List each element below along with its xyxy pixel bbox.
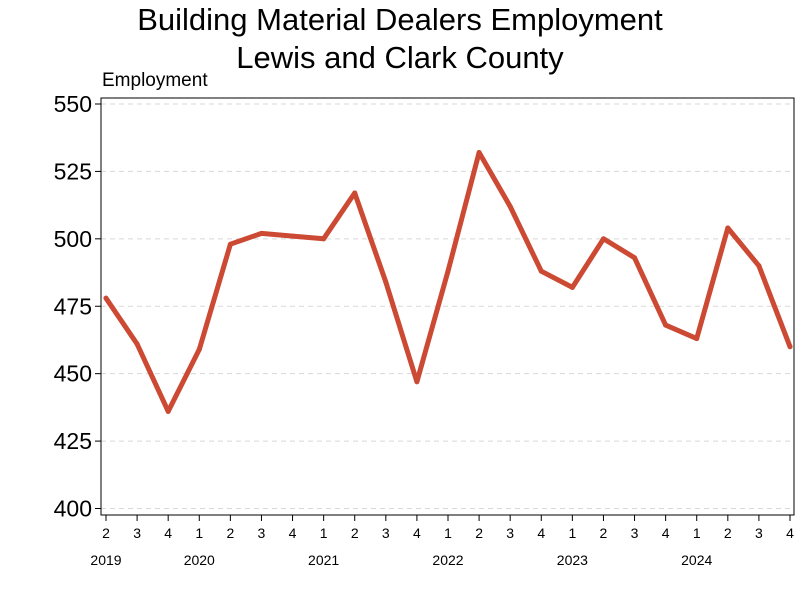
x-tick-label: 2 — [475, 525, 483, 541]
data-point — [290, 233, 296, 239]
data-point — [725, 225, 731, 231]
data-point — [507, 203, 513, 209]
y-tick-label: 550 — [54, 91, 92, 117]
x-tick-label: 4 — [662, 525, 670, 541]
x-year-label: 2023 — [557, 552, 588, 568]
y-tick-label: 500 — [54, 226, 92, 252]
x-tick-label: 2 — [226, 525, 234, 541]
y-tick-label: 525 — [54, 158, 92, 184]
data-point — [134, 341, 140, 347]
data-point — [352, 190, 358, 196]
x-tick-label: 3 — [631, 525, 639, 541]
x-year-label: 2019 — [90, 552, 121, 568]
data-point — [227, 241, 233, 247]
data-point — [165, 408, 171, 414]
x-tick-label: 3 — [258, 525, 266, 541]
chart-title-line1: Building Material Dealers Employment — [137, 2, 663, 37]
data-point — [321, 236, 327, 242]
data-point — [103, 295, 109, 301]
data-point — [196, 346, 202, 352]
series-line — [103, 150, 793, 414]
x-year-label: 2022 — [432, 552, 463, 568]
x-tick-label: 4 — [786, 525, 794, 541]
grid — [101, 103, 794, 509]
data-point — [414, 379, 420, 385]
x-tick-label: 3 — [506, 525, 514, 541]
x-tick-label: 3 — [133, 525, 141, 541]
x-tick-label: 1 — [444, 525, 452, 541]
data-point — [258, 230, 264, 236]
y-tick-label: 400 — [54, 496, 92, 522]
data-point — [663, 322, 669, 328]
y-tick-label: 425 — [54, 428, 92, 454]
data-point — [476, 150, 482, 156]
x-tick-label: 1 — [568, 525, 576, 541]
series — [103, 150, 793, 414]
x-tick-label: 4 — [537, 525, 545, 541]
x-tick-label: 4 — [164, 525, 172, 541]
x-tick-label: 4 — [413, 525, 421, 541]
x-tick-label: 2 — [102, 525, 110, 541]
x-tick-label: 2 — [724, 525, 732, 541]
x-axis: 2 3 4 1 2 3 4 1 2 3 4 1 2 3 4 1 2 3 4 1 2 3 4 — [102, 515, 794, 541]
chart-title-line2: Lewis and Clark County — [236, 40, 564, 75]
data-point — [538, 268, 544, 274]
data-point — [600, 236, 606, 242]
data-point — [569, 284, 575, 290]
x-tick-label: 1 — [693, 525, 701, 541]
x-tick-label: 2 — [351, 525, 359, 541]
y-axis-label: Employment — [102, 70, 208, 91]
data-point — [694, 336, 700, 342]
data-point — [787, 344, 793, 350]
x-year-label: 2020 — [184, 552, 215, 568]
y-tick-label: 475 — [54, 293, 92, 319]
x-tick-label: 1 — [195, 525, 203, 541]
x-tick-label: 2 — [600, 525, 608, 541]
x-axis-years: 2019 2020 2021 2022 2023 2024 — [90, 552, 712, 568]
x-tick-label: 3 — [382, 525, 390, 541]
data-point — [383, 279, 389, 285]
y-tick-label: 450 — [54, 361, 92, 387]
y-axis: 400 425 450 475 500 525 550 — [54, 91, 101, 522]
x-tick-label: 1 — [320, 525, 328, 541]
data-point — [756, 263, 762, 269]
data-point — [632, 255, 638, 261]
x-tick-label: 4 — [289, 525, 297, 541]
data-point — [445, 268, 451, 274]
x-year-label: 2024 — [681, 552, 712, 568]
x-tick-label: 3 — [755, 525, 763, 541]
x-year-label: 2021 — [308, 552, 339, 568]
